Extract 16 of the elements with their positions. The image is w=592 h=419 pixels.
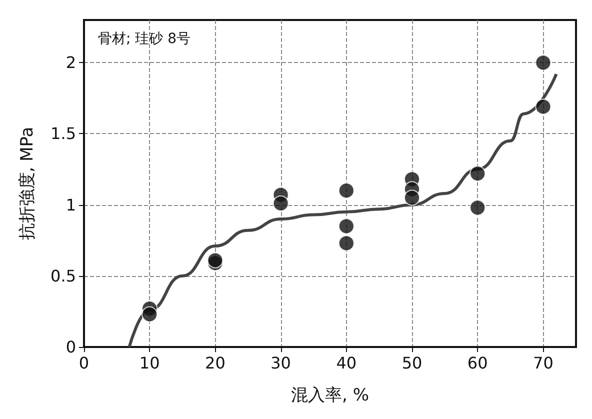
- y-tick-label: 0: [66, 338, 76, 356]
- y-axis-title: 抗折強度, MPa: [18, 126, 38, 240]
- y-tick-label: 1.5: [50, 124, 76, 144]
- annotation: 骨材; 珪砂 8号: [98, 31, 191, 47]
- y-tick-label: 2: [66, 53, 76, 72]
- x-tick-label: 0: [78, 354, 90, 372]
- x-tick-label: 50: [402, 354, 422, 372]
- y-tick-label: 0.5: [50, 266, 76, 286]
- x-tick-label: 40: [336, 354, 357, 372]
- x-axis-title: 混入率, %: [291, 386, 369, 406]
- y-tick-label: 1: [66, 195, 76, 214]
- x-tick-label: 30: [270, 354, 291, 372]
- x-tick-label: 70: [533, 354, 554, 372]
- x-tick-label: 20: [205, 354, 226, 372]
- x-tick-label: 10: [139, 354, 160, 372]
- x-tick-label: 60: [467, 354, 488, 372]
